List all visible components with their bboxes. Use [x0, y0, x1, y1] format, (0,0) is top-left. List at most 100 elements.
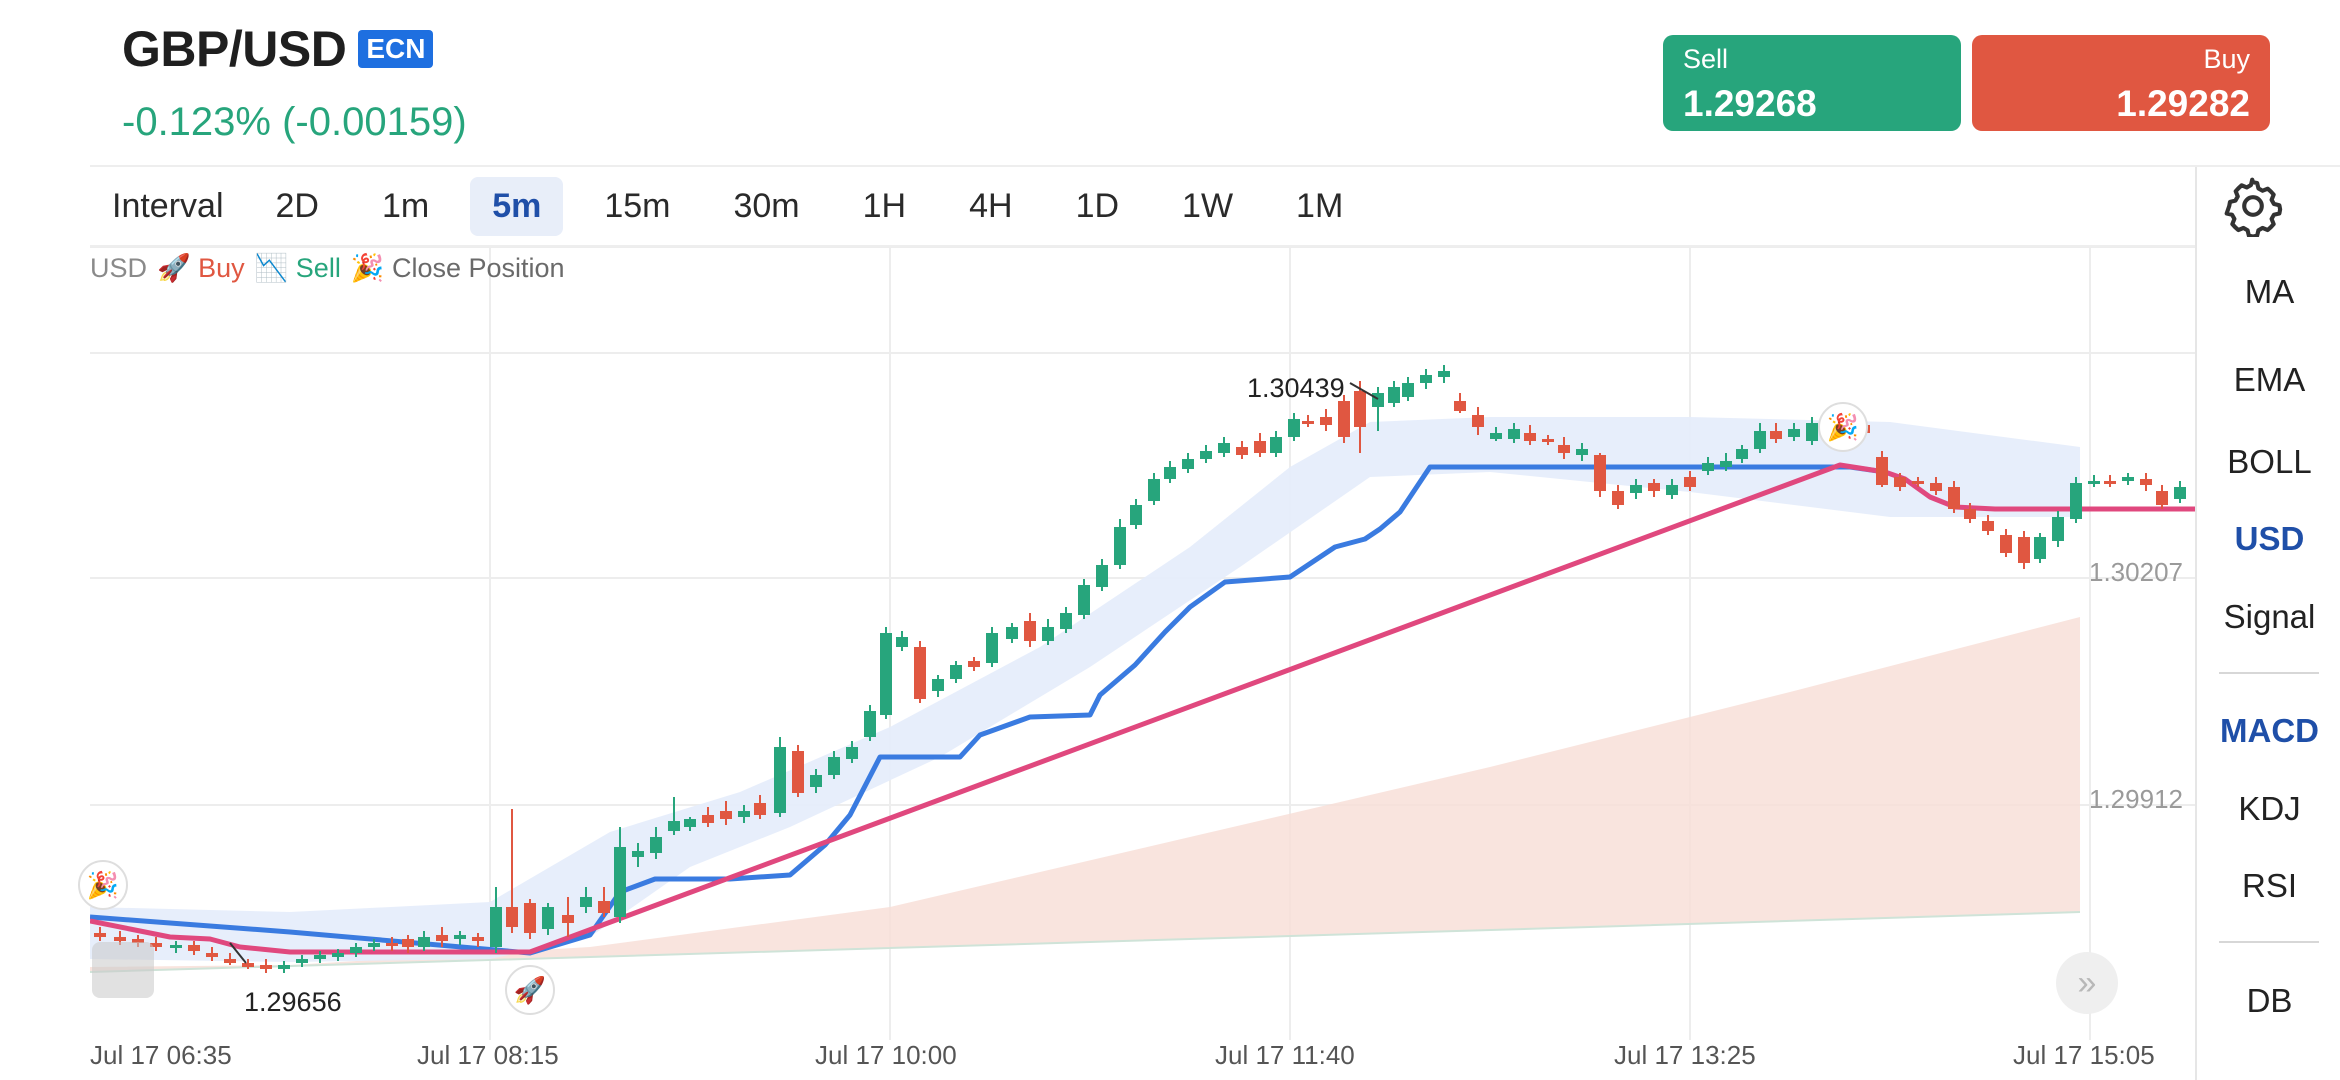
interval-divider: [90, 245, 2195, 247]
candle-body: [846, 747, 858, 759]
high-price-label: 1.30439: [1247, 373, 1345, 403]
candle: [1388, 381, 1400, 407]
indicator-db[interactable]: DB: [2246, 982, 2293, 1019]
candle-body: [314, 955, 326, 959]
candle: [1236, 441, 1248, 459]
candle: [188, 941, 200, 955]
candle: [332, 949, 344, 961]
buy-marker-icon[interactable]: 🚀: [505, 965, 555, 1015]
price-axis-label: 1.30207: [2089, 557, 2183, 587]
candle-body: [386, 943, 398, 946]
candle-body: [2140, 479, 2152, 485]
indicator-boll[interactable]: BOLL: [2227, 443, 2312, 480]
sell-button[interactable]: Sell 1.29268: [1663, 35, 1961, 131]
candle-body: [2000, 535, 2012, 553]
candle-body: [436, 935, 448, 941]
candle: [720, 801, 732, 825]
time-axis-label: Jul 17 08:15: [417, 1040, 559, 1070]
time-axis-label: Jul 17 13:25: [1614, 1040, 1756, 1070]
candle: [506, 809, 518, 933]
scroll-forward-icon[interactable]: »: [2056, 952, 2118, 1014]
interval-1w[interactable]: 1W: [1182, 186, 1234, 225]
candle-body: [1320, 417, 1332, 425]
interval-label[interactable]: Interval: [112, 186, 224, 225]
interval-1m[interactable]: 1m: [381, 186, 430, 225]
candle: [2052, 511, 2064, 547]
close-position-marker-icon[interactable]: 🎉: [1818, 402, 1868, 452]
interval-1mo[interactable]: 1M: [1296, 186, 1344, 225]
price-axis-label: 1.29912: [2089, 784, 2183, 814]
candle: [402, 935, 414, 953]
interval-2d[interactable]: 2D: [275, 186, 319, 225]
candle: [1270, 431, 1282, 457]
candle: [1182, 453, 1194, 473]
interval-5m[interactable]: 5m: [470, 176, 564, 236]
candle: [1096, 559, 1108, 591]
candle-body: [754, 803, 766, 815]
candle-body: [864, 711, 876, 737]
indicator-ma[interactable]: MA: [2244, 273, 2295, 310]
interval-30m[interactable]: 30m: [733, 186, 800, 225]
indicator-ema[interactable]: EMA: [2233, 361, 2306, 398]
candle: [1558, 437, 1570, 459]
gear-icon[interactable]: [2222, 175, 2284, 237]
legend-buy: 🚀 Buy: [157, 253, 245, 283]
candlestick-chart[interactable]: [90, 247, 2195, 1040]
candle-body: [114, 937, 126, 941]
indicator-kdj[interactable]: KDJ: [2238, 790, 2301, 827]
candle-body: [738, 811, 750, 817]
interval-1d[interactable]: 1D: [1075, 186, 1120, 225]
candle: [896, 631, 908, 651]
buy-button[interactable]: Buy 1.29282: [1972, 35, 2270, 131]
indicator-rsi[interactable]: RSI: [2241, 867, 2297, 904]
interval-1h[interactable]: 1H: [862, 186, 907, 225]
candle: [436, 927, 448, 947]
candle: [1982, 515, 1994, 535]
candle-body: [454, 935, 466, 939]
candle: [2156, 485, 2168, 509]
candle-body: [1200, 451, 1212, 459]
interval-4h[interactable]: 4H: [969, 186, 1013, 225]
candle-body: [542, 907, 554, 929]
candle: [1114, 519, 1126, 569]
sell-price: 1.29268: [1683, 83, 1817, 124]
candle: [1612, 485, 1624, 509]
candle: [2104, 475, 2116, 487]
candle: [828, 751, 840, 779]
candle: [668, 797, 680, 835]
candle-body: [1630, 485, 1642, 493]
candle-body: [1024, 621, 1036, 641]
chat-icon[interactable]: [92, 942, 154, 998]
indicator-macd[interactable]: MACD: [2220, 712, 2319, 749]
candle-body: [2018, 537, 2030, 563]
close-position-marker-icon[interactable]: 🎉: [78, 860, 128, 910]
buy-price: 1.29282: [2116, 83, 2250, 124]
candle-body: [1438, 371, 1450, 377]
candle-body: [1876, 457, 1888, 485]
candle: [278, 961, 290, 973]
candle: [1576, 443, 1588, 461]
indicator-signal[interactable]: Signal: [2223, 598, 2316, 635]
indicator-usd[interactable]: USD: [2234, 520, 2305, 557]
candle: [932, 675, 944, 697]
candle: [614, 827, 626, 923]
candle: [242, 959, 254, 969]
candle-body: [1948, 487, 1960, 509]
candle-body: [402, 939, 414, 947]
candle: [580, 887, 592, 913]
interval-15m[interactable]: 15m: [604, 186, 671, 225]
candle: [150, 937, 162, 951]
candle-body: [1114, 527, 1126, 565]
candle: [2088, 475, 2100, 487]
candle-body: [1302, 421, 1314, 424]
candle: [386, 937, 398, 951]
candle-body: [1806, 423, 1818, 441]
symbol-title[interactable]: GBP/USD ECN: [122, 20, 434, 78]
candle-body: [1770, 431, 1782, 439]
high-callout-line: [1349, 382, 1379, 400]
candle-body: [1420, 375, 1432, 383]
pink-line: [90, 462, 2195, 955]
sell-label: Sell: [1683, 44, 1729, 74]
candle: [418, 931, 430, 951]
candle-body: [1648, 483, 1660, 491]
